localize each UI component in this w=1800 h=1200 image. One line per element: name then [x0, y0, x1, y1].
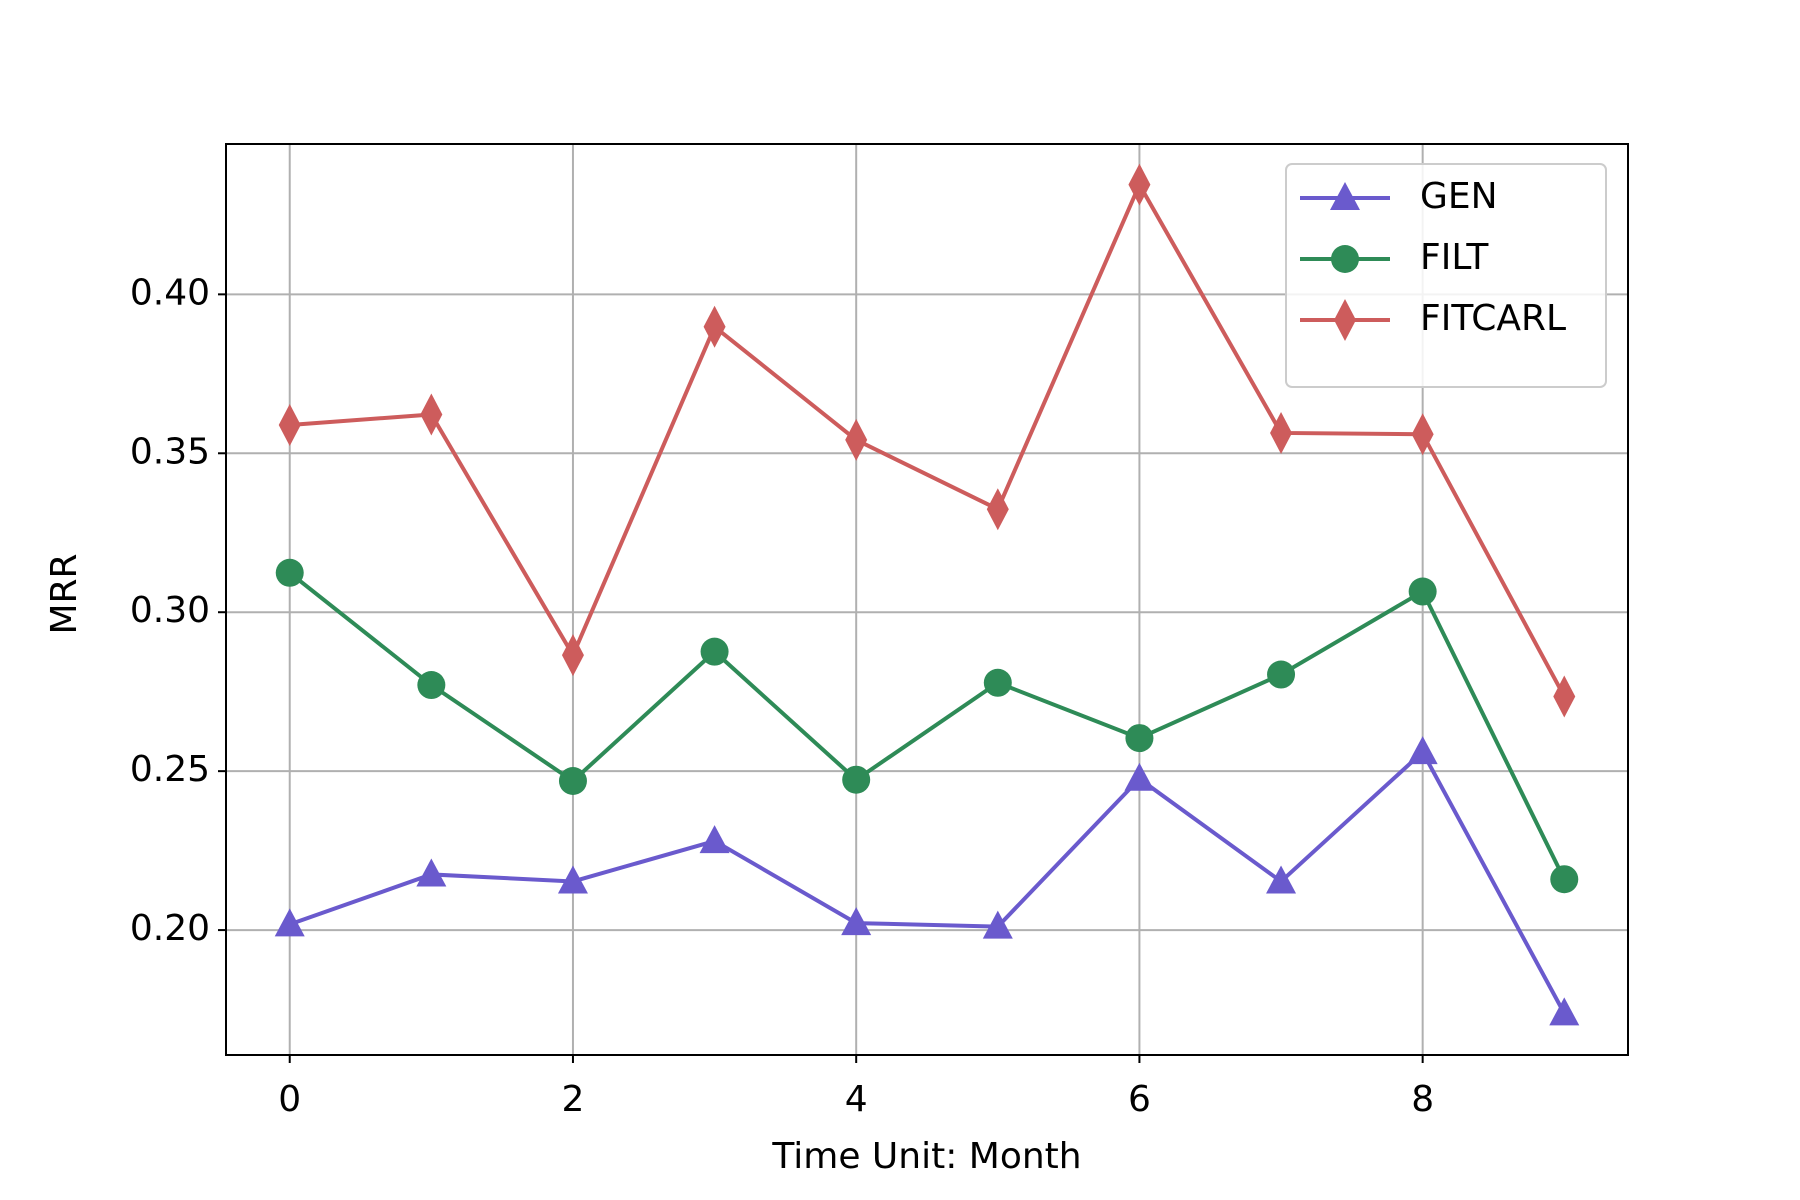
marker [982, 910, 1013, 939]
y-tick-label: 0.35 [130, 431, 210, 472]
y-axis-label: MRR [44, 553, 85, 634]
marker [278, 403, 301, 446]
plot-frame [225, 143, 1629, 1056]
x-tick-label: 6 [1128, 1079, 1151, 1120]
marker [420, 393, 443, 436]
marker [1266, 865, 1297, 894]
marker [1408, 577, 1437, 606]
marker [1334, 299, 1356, 341]
marker [842, 765, 871, 794]
x-tick-label: 0 [278, 1079, 301, 1120]
legend-label: FILT [1420, 237, 1489, 278]
marker [1407, 736, 1438, 765]
marker [1553, 675, 1576, 718]
marker [699, 825, 730, 854]
y-tick-label: 0.30 [130, 590, 210, 631]
marker [1267, 660, 1296, 689]
x-tick-label: 8 [1411, 1079, 1434, 1120]
marker [1549, 997, 1580, 1026]
marker [558, 767, 587, 796]
marker [557, 865, 588, 894]
marker [416, 858, 447, 887]
y-tick-label: 0.25 [130, 749, 210, 790]
x-tick-label: 2 [562, 1079, 585, 1120]
marker [700, 637, 729, 666]
legend-box [1285, 163, 1607, 388]
series-line [289, 180, 1567, 698]
marker [1411, 413, 1434, 456]
marker [1331, 245, 1359, 273]
marker [561, 634, 584, 677]
marker [274, 908, 305, 937]
x-tick-label: 4 [845, 1079, 868, 1120]
y-tick-label: 0.40 [130, 272, 210, 313]
marker [1550, 865, 1579, 894]
y-tick-label: 0.20 [130, 908, 210, 949]
marker [1330, 182, 1360, 210]
series-line [289, 748, 1567, 1015]
marker [275, 558, 304, 587]
legend-label: GEN [1420, 176, 1498, 217]
marker [703, 305, 726, 348]
series-line [288, 571, 1567, 881]
legend: GEN FILT FITCARL [1285, 163, 1607, 388]
marker [1125, 724, 1154, 753]
marker [986, 488, 1009, 531]
marker [1124, 762, 1155, 791]
legend-label: FITCARL [1420, 298, 1566, 339]
marker [1128, 163, 1151, 206]
marker [983, 668, 1012, 697]
marker [1270, 411, 1293, 454]
marker [417, 671, 446, 700]
marker [841, 907, 872, 936]
x-axis-label: Time Unit: Month [771, 1136, 1081, 1177]
marker [845, 418, 868, 461]
